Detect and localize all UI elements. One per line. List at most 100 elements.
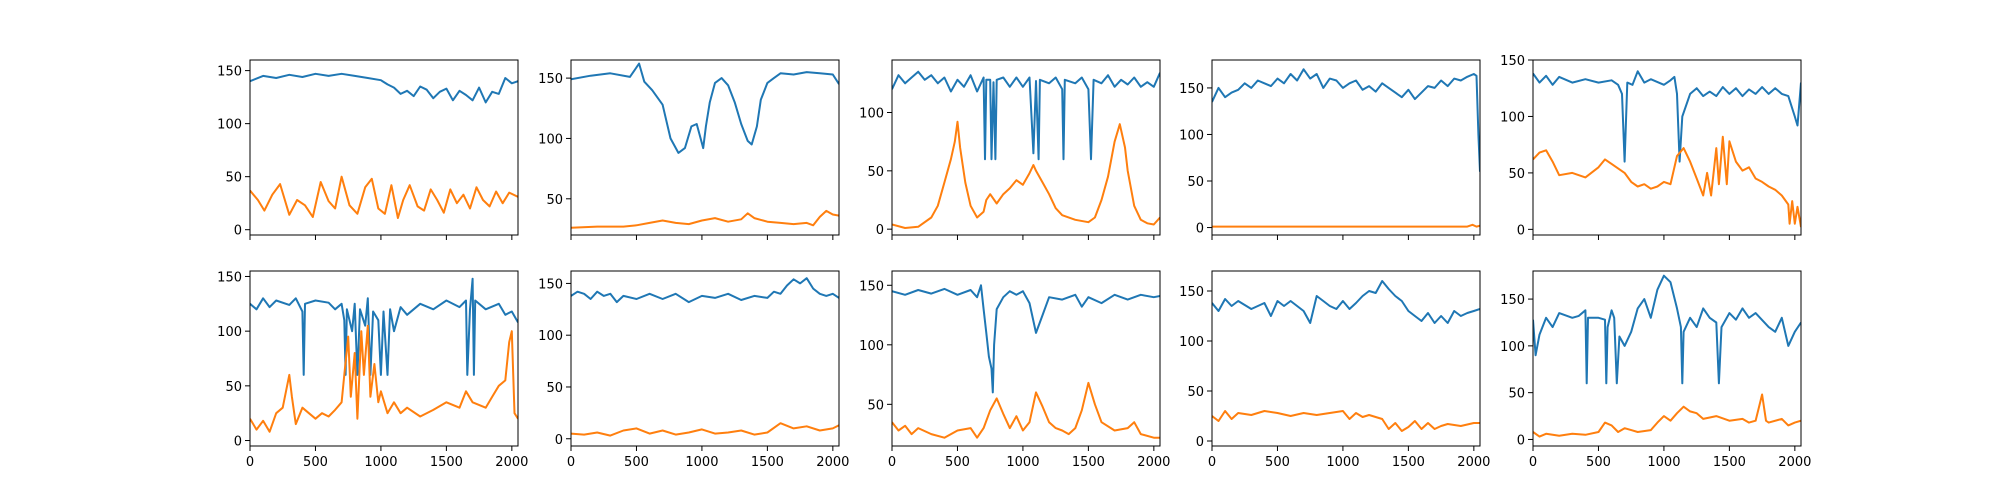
- series-line-2: [892, 120, 1160, 229]
- series-line-1: [1212, 68, 1480, 172]
- y-tick-label: 100: [1500, 340, 1525, 355]
- y-tick-label: 50: [546, 381, 563, 396]
- y-tick-label: 0: [1196, 435, 1204, 450]
- y-tick-label: 150: [217, 65, 242, 80]
- x-tick-label: 1000: [1326, 455, 1359, 470]
- axes-frame: [1211, 59, 1481, 236]
- y-tick-label: 50: [867, 398, 884, 413]
- y-tick-label: 0: [1196, 222, 1204, 237]
- series-line-2: [1212, 223, 1480, 228]
- x-tick-label: 0: [1208, 455, 1216, 470]
- y-tick-label: 50: [1187, 175, 1204, 190]
- y-tick-label: 150: [217, 270, 242, 285]
- axes-frame: [570, 59, 840, 236]
- x-tick-label: 1000: [1647, 455, 1680, 470]
- y-tick-label: 100: [538, 132, 563, 147]
- series-line-1: [250, 72, 518, 104]
- series-line-2: [250, 175, 518, 219]
- series-line-1: [892, 70, 1160, 161]
- x-tick-label: 0: [888, 455, 896, 470]
- x-tick-label: 2000: [495, 455, 528, 470]
- y-tick-label: 100: [1500, 110, 1525, 125]
- x-tick-label: 1500: [1713, 455, 1746, 470]
- axes-frame: [891, 59, 1161, 236]
- x-tick-label: 1500: [1392, 455, 1425, 470]
- axes-frame: [1532, 59, 1802, 236]
- subplot-5: 0 50 100 150: [1500, 54, 1802, 240]
- subplot-1: 0 50 100 150: [217, 59, 519, 240]
- axes-frame: [570, 270, 840, 447]
- y-tick-label: 150: [1500, 293, 1525, 308]
- y-tick-label: 50: [1508, 167, 1525, 182]
- y-tick-label: 0: [234, 435, 242, 450]
- y-tick-label: 150: [859, 279, 884, 294]
- y-tick-label: 100: [859, 339, 884, 354]
- x-tick-label: 1000: [1006, 455, 1039, 470]
- axes-frame: [1211, 270, 1481, 447]
- y-tick-label: 150: [538, 72, 563, 87]
- series-line-1: [1533, 274, 1801, 385]
- y-tick-label: 150: [538, 277, 563, 292]
- y-tick-label: 150: [1179, 82, 1204, 97]
- x-tick-label: 500: [945, 455, 970, 470]
- y-tick-label: 50: [1508, 387, 1525, 402]
- series-line-2: [571, 422, 839, 437]
- x-tick-label: 2000: [1137, 455, 1170, 470]
- x-tick-label: 0: [567, 455, 575, 470]
- x-tick-label: 2000: [816, 455, 849, 470]
- x-tick-label: 0: [1529, 455, 1537, 470]
- y-tick-label: 100: [859, 107, 884, 122]
- y-tick-label: 0: [1517, 223, 1525, 238]
- axes-frame: [249, 270, 519, 447]
- y-tick-label: 50: [1187, 385, 1204, 400]
- subplot-3: 0 50 100: [859, 59, 1161, 240]
- y-tick-label: 50: [225, 380, 242, 395]
- y-tick-label: 0: [876, 223, 884, 238]
- y-tick-label: 50: [546, 193, 563, 208]
- y-tick-label: 0: [555, 433, 563, 448]
- y-tick-label: 100: [217, 118, 242, 133]
- x-tick-label: 1500: [1072, 455, 1105, 470]
- axes-frame: [891, 270, 1161, 447]
- subplot-4: 0 50 100 150: [1179, 59, 1481, 240]
- x-tick-label: 500: [624, 455, 649, 470]
- x-tick-label: 1000: [364, 455, 397, 470]
- x-tick-label: 500: [1586, 455, 1611, 470]
- subplot-grid: 0501001505010015005010005010015005010015…: [217, 54, 1811, 470]
- x-tick-label: 0: [246, 455, 254, 470]
- series-line-2: [571, 209, 839, 229]
- y-tick-label: 100: [217, 325, 242, 340]
- series-line-2: [1533, 393, 1801, 438]
- x-tick-label: 2000: [1778, 455, 1811, 470]
- series-line-1: [571, 62, 839, 154]
- y-tick-label: 150: [1179, 285, 1204, 300]
- y-tick-label: 100: [1179, 128, 1204, 143]
- series-line-2: [250, 324, 518, 433]
- x-tick-label: 1000: [685, 455, 718, 470]
- subplot-2: 50 100 150: [538, 59, 840, 240]
- series-line-1: [1533, 70, 1801, 163]
- series-line-1: [571, 277, 839, 304]
- y-tick-label: 100: [538, 329, 563, 344]
- y-tick-label: 0: [234, 224, 242, 239]
- series-line-1: [892, 284, 1160, 394]
- y-tick-label: 0: [1517, 433, 1525, 448]
- series-line-2: [892, 381, 1160, 439]
- axes-frame: [249, 59, 519, 236]
- x-tick-label: 500: [303, 455, 328, 470]
- series-line-1: [250, 277, 518, 376]
- x-tick-label: 500: [1265, 455, 1290, 470]
- series-line-2: [1212, 410, 1480, 432]
- y-tick-label: 50: [867, 165, 884, 180]
- y-tick-label: 150: [1500, 54, 1525, 69]
- x-tick-label: 1500: [751, 455, 784, 470]
- series-line-1: [1212, 280, 1480, 324]
- series-line-2: [1533, 135, 1801, 228]
